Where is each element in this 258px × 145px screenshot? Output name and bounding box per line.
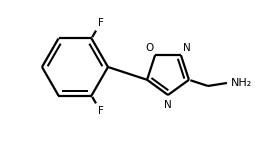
Text: F: F [98,106,103,116]
Text: NH₂: NH₂ [231,78,252,88]
Text: N: N [164,99,172,109]
Text: F: F [98,18,103,28]
Text: O: O [145,42,154,52]
Text: N: N [183,42,190,52]
